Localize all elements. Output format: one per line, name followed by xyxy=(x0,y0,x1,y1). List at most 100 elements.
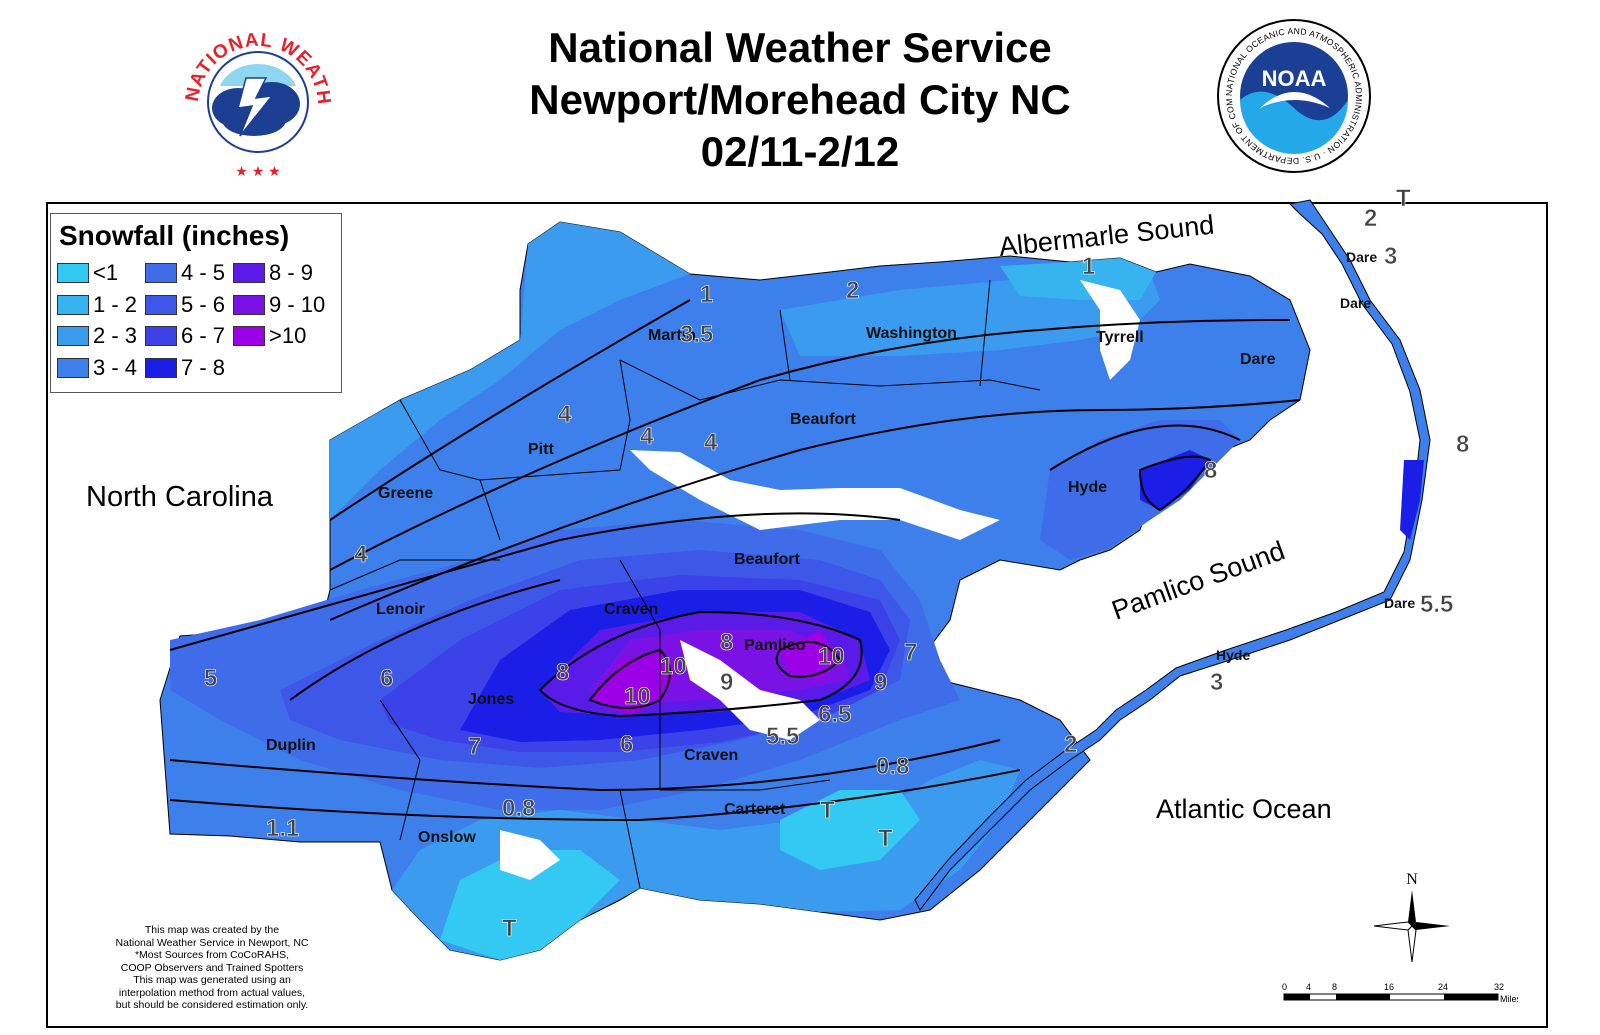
legend-item: 4 - 5 xyxy=(145,260,225,286)
credit-line: but should be considered estimation only… xyxy=(115,999,309,1011)
svg-text:N: N xyxy=(1406,871,1418,888)
county-beaufort: Beaufort xyxy=(734,551,800,568)
county-pamlico: Pamlico xyxy=(744,637,806,654)
snow-value: 4 xyxy=(354,541,368,568)
legend-swatch xyxy=(233,295,265,315)
legend-item: <1 xyxy=(57,260,118,286)
label-north-carolina: North Carolina xyxy=(86,481,274,513)
nws-logo: NATIONAL WEATHER SERVICE ★ ★ ★ xyxy=(176,16,336,179)
county-pitt: Pitt xyxy=(528,441,554,458)
snow-value: 3.5 xyxy=(680,321,713,348)
legend-swatch xyxy=(145,295,177,315)
county-washington: Washington xyxy=(866,325,957,342)
legend-swatch xyxy=(145,358,177,378)
legend-swatch xyxy=(57,326,89,346)
legend-swatch xyxy=(233,263,265,283)
county-craven: Craven xyxy=(604,601,658,618)
snow-value: 0.8 xyxy=(876,753,909,780)
svg-text:0: 0 xyxy=(1282,982,1287,992)
legend-item: >10 xyxy=(233,323,306,349)
label-albemarle-sound: Albermarle Sound xyxy=(997,210,1215,262)
svg-text:24: 24 xyxy=(1438,982,1448,992)
county-hyde: Hyde xyxy=(1068,479,1107,496)
snow-value: T xyxy=(878,825,893,852)
snow-value: 7 xyxy=(904,639,917,666)
legend-item: 5 - 6 xyxy=(145,292,225,318)
county-hyde: Hyde xyxy=(1216,647,1250,663)
snow-value: T xyxy=(1396,185,1411,212)
credit-note: This map was created by the National Wea… xyxy=(52,924,372,1012)
snow-value: 6 xyxy=(380,665,393,692)
snow-value: 5.5 xyxy=(766,723,799,750)
snow-value: 1.1 xyxy=(266,815,299,842)
snow-value: 3 xyxy=(1210,669,1223,696)
credit-line: This map was generated using an xyxy=(133,974,291,986)
county-martin: Martin xyxy=(648,327,696,344)
credit-line: interpolation method from actual values, xyxy=(118,986,306,999)
legend-title: Snowfall (inches) xyxy=(59,220,290,251)
snow-value: 0.8 xyxy=(502,795,535,822)
county-craven: Craven xyxy=(684,747,738,764)
label-pamlico-sound: Pamlico Sound xyxy=(1108,535,1289,625)
legend-item: 7 - 8 xyxy=(145,355,225,381)
label-atlantic-ocean: Atlantic Ocean xyxy=(1156,794,1332,824)
title-line-1: National Weather Service xyxy=(548,24,1052,71)
snow-value: 5.5 xyxy=(1420,591,1453,618)
credit-line: This map was created by the xyxy=(144,924,280,936)
snow-value: 6.5 xyxy=(818,701,851,728)
county-dare: Dare xyxy=(1240,351,1276,368)
snow-value: T xyxy=(820,797,835,824)
legend-item: 1 - 2 xyxy=(57,292,137,318)
snow-value: 9 xyxy=(720,669,733,696)
county-tyrrell: Tyrrell xyxy=(1096,329,1144,346)
snow-value: 2 xyxy=(846,277,859,304)
snow-value: 10 xyxy=(624,683,651,710)
snow-value: 5 xyxy=(204,665,217,692)
svg-text:Miles: Miles xyxy=(1500,994,1518,1004)
svg-text:8: 8 xyxy=(1332,982,1337,992)
snow-value: 7 xyxy=(468,733,481,760)
snow-value: 4 xyxy=(704,429,718,456)
county-lenoir: Lenoir xyxy=(376,601,425,618)
county-duplin: Duplin xyxy=(266,737,316,754)
svg-text:4: 4 xyxy=(1306,982,1311,992)
legend-swatch xyxy=(57,295,89,315)
compass-rose-icon: N xyxy=(1373,871,1450,963)
snow-value: 2 xyxy=(1064,731,1077,758)
credit-line: *Most Sources from CoCoRAHS, xyxy=(134,949,290,961)
county-dare: Dare xyxy=(1384,595,1415,611)
county-greene: Greene xyxy=(378,485,433,502)
legend-swatch xyxy=(145,326,177,346)
legend-item: 6 - 7 xyxy=(145,323,225,349)
county-carteret: Carteret xyxy=(724,801,786,818)
title-line-3: 02/11-2/12 xyxy=(700,128,900,175)
snow-value: 10 xyxy=(818,643,845,670)
snow-value: 3 xyxy=(1384,243,1397,270)
snow-value: 2 xyxy=(1364,205,1377,232)
legend-swatch xyxy=(145,263,177,283)
noaa-logo: NATIONAL OCEANIC AND ATMOSPHERIC ADMINIS… xyxy=(1214,16,1371,173)
snow-value: 4 xyxy=(558,401,572,428)
snow-value: 1 xyxy=(1082,253,1095,280)
svg-text:★ ★ ★: ★ ★ ★ xyxy=(235,163,280,179)
legend-item: 8 - 9 xyxy=(233,260,313,286)
noaa-text: NOAA xyxy=(1262,66,1327,91)
snow-value: 8 xyxy=(720,629,733,656)
snow-value: 8 xyxy=(1204,457,1217,484)
county-beaufort: Beaufort xyxy=(790,411,856,428)
snow-value: 6 xyxy=(620,731,633,758)
snow-value: 9 xyxy=(874,669,887,696)
legend-swatch xyxy=(57,358,89,378)
snow-value: 4 xyxy=(640,423,654,450)
snow-value: 10 xyxy=(660,653,687,680)
county-dare: Dare xyxy=(1340,295,1371,311)
legend-swatch xyxy=(233,326,265,346)
legend-item: 3 - 4 xyxy=(57,355,137,381)
legend-item: 2 - 3 xyxy=(57,323,137,349)
snow-value: 8 xyxy=(1456,431,1469,458)
snow-value: 8 xyxy=(556,659,569,686)
credit-line: National Weather Service in Newport, NC xyxy=(115,936,309,949)
snow-value: 1 xyxy=(700,281,713,308)
